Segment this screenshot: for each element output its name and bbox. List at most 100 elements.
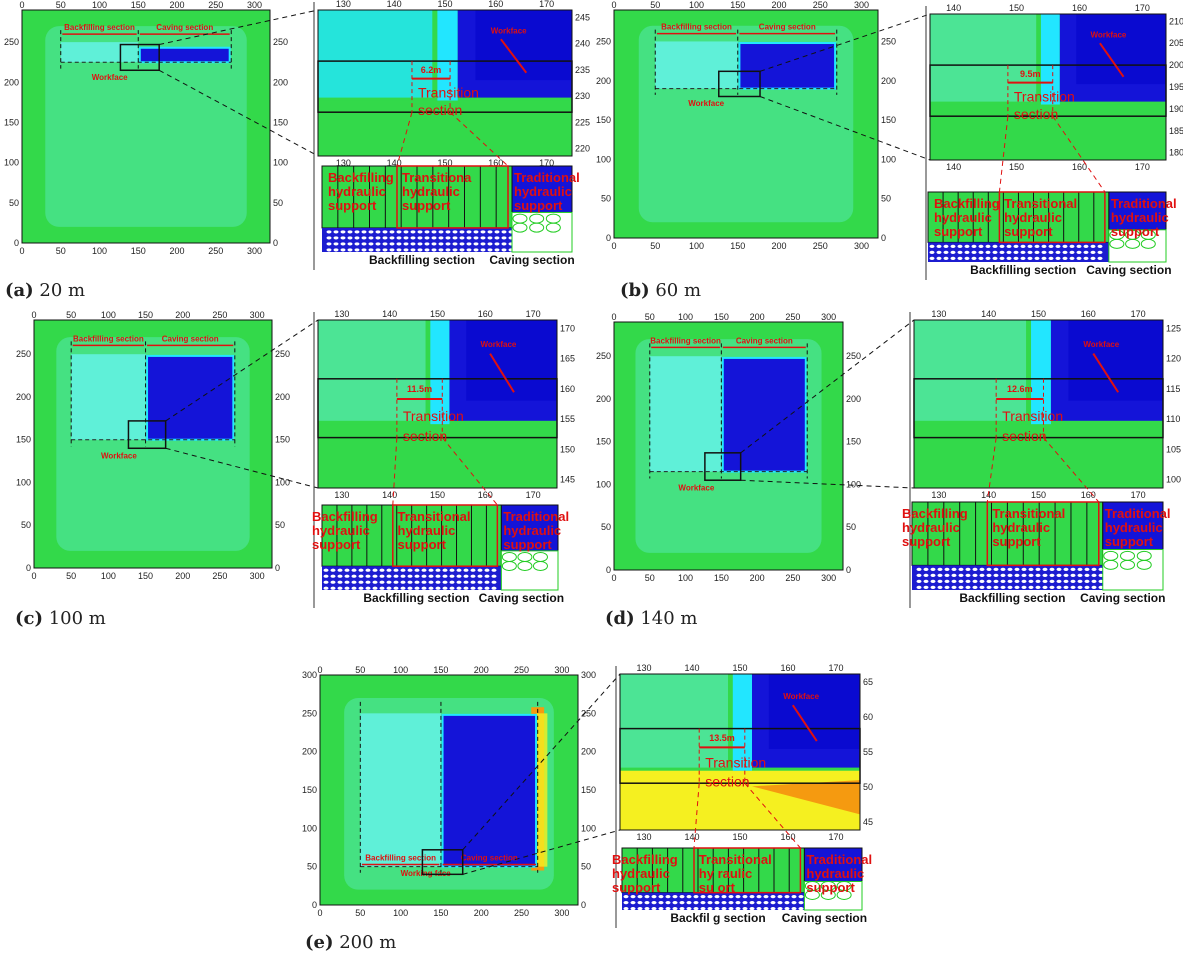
- backfill-particle: [1090, 244, 1096, 248]
- backfill-particle: [923, 585, 929, 589]
- rock-fragment: [1136, 559, 1152, 570]
- backfill-particle: [950, 250, 956, 254]
- backfill-particle: [501, 242, 507, 246]
- backfill-particle: [417, 242, 423, 246]
- backfill-particle: [993, 567, 999, 571]
- map-x-tick-top: 300: [247, 0, 262, 10]
- caption-value: 200 m: [333, 932, 397, 953]
- backfill-particle: [1021, 579, 1027, 583]
- backfill-particle: [428, 580, 434, 584]
- inset-x-tick: 170: [828, 832, 843, 842]
- backfill-particle: [798, 901, 804, 905]
- backfill-particle: [964, 250, 970, 254]
- backfill-particle: [999, 250, 1005, 254]
- map-x-tick: 50: [56, 246, 66, 256]
- backfill-particle: [798, 895, 804, 899]
- backfill-particle: [1091, 585, 1097, 589]
- backfill-particle: [494, 242, 500, 246]
- map-x-tick: 100: [101, 571, 116, 581]
- backfill-particle: [1006, 256, 1012, 260]
- map-y-tick-right: 100: [881, 154, 896, 164]
- inset-x-tick: 130: [931, 490, 946, 500]
- backfill-particle: [501, 236, 507, 240]
- inset-x-tick: 170: [526, 490, 541, 500]
- backfill-particle: [735, 907, 741, 911]
- caption-letter: (e): [305, 932, 334, 953]
- caption-letter: (a): [5, 280, 34, 301]
- backfill-particle: [473, 242, 479, 246]
- inset-x-tick: 150: [430, 490, 445, 500]
- map-backfilling-region: [655, 41, 738, 89]
- panel-d: Backfilling section Caving section Workfac…: [596, 309, 1181, 608]
- backfill-particle: [501, 230, 507, 234]
- backfill-particle: [347, 236, 353, 240]
- map-x-tick: 200: [169, 246, 184, 256]
- backfill-particle: [410, 242, 416, 246]
- backfill-particle: [491, 586, 497, 590]
- backfill-particle: [501, 248, 507, 252]
- backfill-particle: [484, 574, 490, 578]
- traditional-support-label: support: [806, 880, 855, 895]
- workface-label: Working face: [401, 869, 452, 878]
- inset-y-tick: 170: [560, 323, 575, 333]
- backfill-particle: [763, 895, 769, 899]
- rock-fragment: [517, 561, 533, 572]
- zoom-leader: [740, 319, 915, 454]
- backfill-particle: [386, 580, 392, 584]
- transitional-support-label: hy raulic: [699, 866, 752, 881]
- map-caving-region: [146, 354, 235, 441]
- backfill-particle: [365, 580, 371, 584]
- backfill-particle: [354, 248, 360, 252]
- map-y-tick-right: 200: [881, 76, 896, 86]
- backfill-particle: [1014, 573, 1020, 577]
- backfill-particle: [951, 573, 957, 577]
- backfill-particle: [407, 568, 413, 572]
- backfill-particle: [1034, 256, 1040, 260]
- backfilling-support-label: support: [934, 224, 983, 239]
- map-x-tick-top: 250: [785, 312, 800, 322]
- backfill-particle: [937, 585, 943, 589]
- backfill-particle: [929, 244, 935, 248]
- transition-projection: [693, 783, 700, 849]
- caving-section-label: Caving section: [759, 23, 816, 32]
- inset-y-tick: 245: [575, 12, 590, 22]
- map-y-tick-right: 150: [273, 117, 288, 127]
- map-x-tick-top: 50: [355, 665, 365, 675]
- traditional-support-label: support: [1111, 224, 1160, 239]
- backfill-particle: [1000, 579, 1006, 583]
- inset-x-tick-top: 160: [780, 663, 795, 673]
- map-y-tick-right: 200: [846, 394, 861, 404]
- inset-y-tick: 125: [1166, 323, 1181, 333]
- map-y-tick-right: 0: [273, 238, 278, 248]
- backfill-particle: [916, 567, 922, 571]
- map-x-tick-top: 300: [554, 665, 569, 675]
- map-y-tick: 150: [596, 115, 611, 125]
- transition-label: section: [403, 428, 447, 444]
- inset-workface-label: Workface: [481, 340, 517, 349]
- backfill-particle: [375, 242, 381, 246]
- backfilling-support-label: hydraulic: [612, 866, 670, 881]
- backfill-particle: [337, 568, 343, 572]
- inset-y-tick: 165: [560, 354, 575, 364]
- backfill-particle: [466, 248, 472, 252]
- backfill-particle: [361, 236, 367, 240]
- inset-x-tick-top: 150: [430, 309, 445, 319]
- backfill-particle: [756, 907, 762, 911]
- backfill-particle: [463, 580, 469, 584]
- map-stress-halo: [45, 26, 247, 227]
- inset-y-tick: 105: [1166, 444, 1181, 454]
- backfill-particle: [1077, 579, 1083, 583]
- backfill-particle: [463, 568, 469, 572]
- inset-backfill-zone: [914, 320, 1027, 421]
- panel-e: Backfilling section Caving section Working…: [302, 663, 873, 928]
- backfill-particle: [1034, 250, 1040, 254]
- backfilling-section-caption: Backfil g section: [670, 911, 765, 925]
- traditional-support-label: Traditional: [514, 170, 580, 185]
- workface-arrow: [1099, 42, 1125, 78]
- backfill-particle: [417, 230, 423, 234]
- backfill-particle: [978, 244, 984, 248]
- backfill-particle: [340, 236, 346, 240]
- inset-y-tick: 60: [863, 712, 873, 722]
- map-y-tick: 250: [4, 37, 19, 47]
- backfill-particle: [333, 248, 339, 252]
